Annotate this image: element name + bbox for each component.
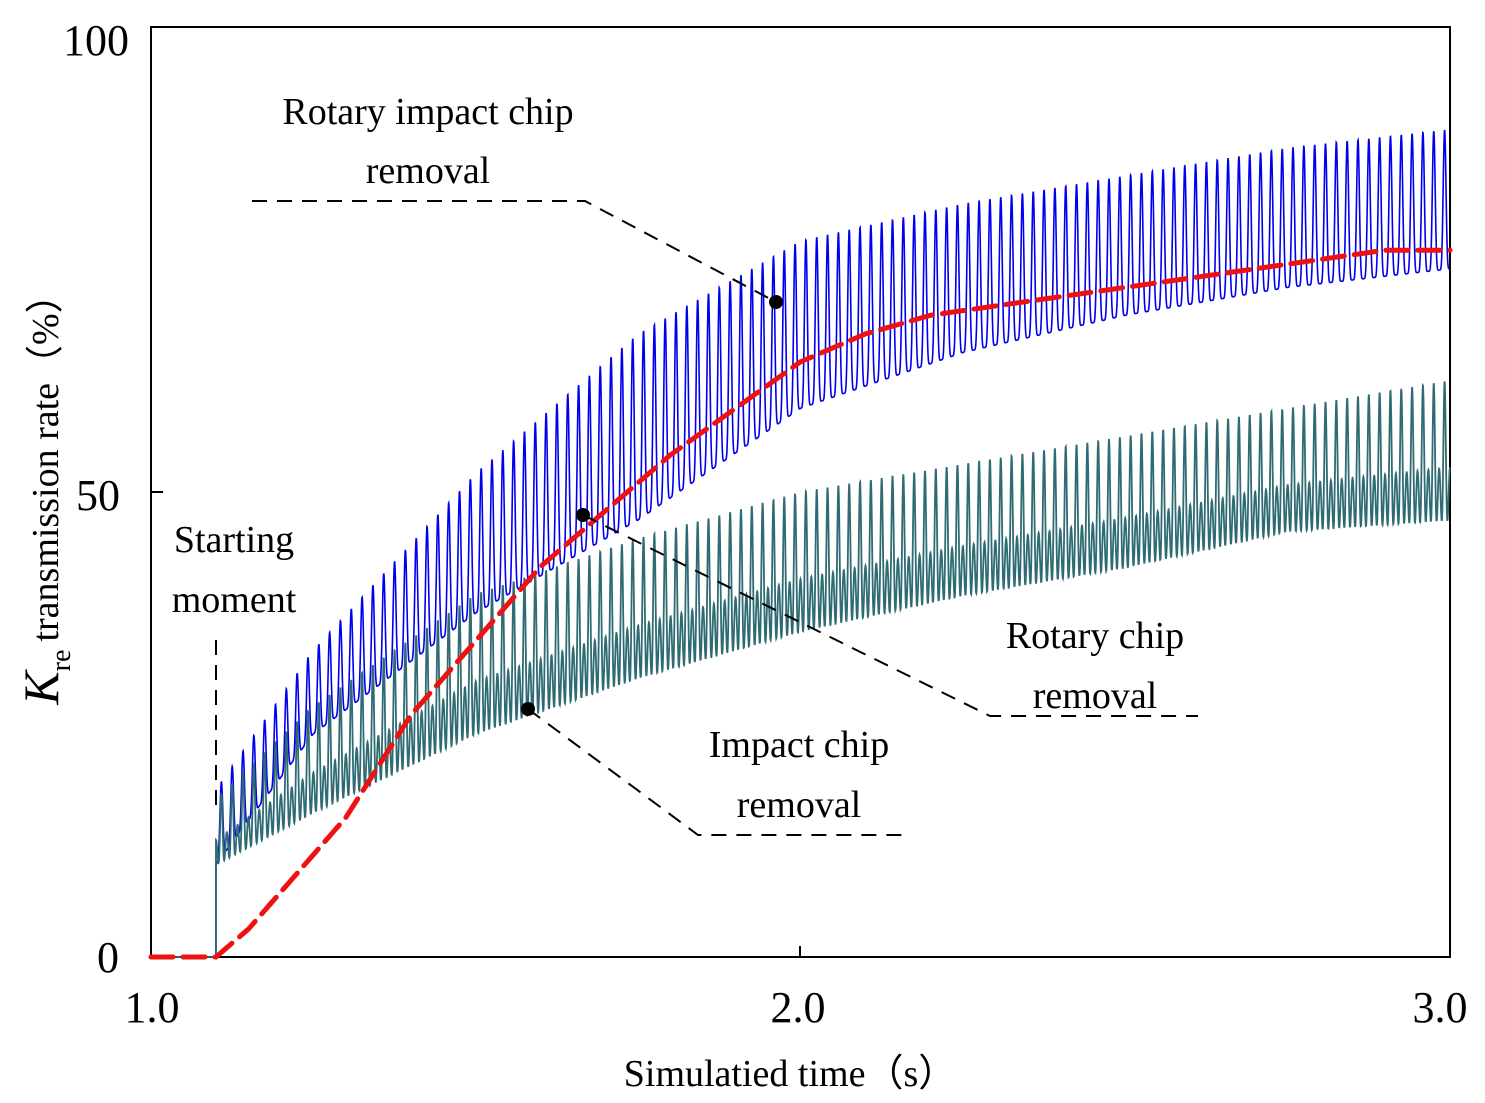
y-tick-labels: 0 50 100 (63, 16, 129, 982)
series-layer (148, 129, 1453, 960)
annotation-markers (521, 295, 783, 716)
annotation-rotary-line1: Rotary chip (1006, 615, 1184, 657)
x-tick-label-2: 2.0 (771, 983, 826, 1032)
series-line-rotary-impact (151, 129, 1451, 958)
annotation-rotary-impact-line2: removal (366, 150, 491, 192)
x-tick-label-3: 3.0 (1413, 983, 1468, 1032)
annotation-start-line1: Starting (174, 519, 294, 561)
marker-rotary (576, 508, 590, 522)
leader-rotary (582, 514, 1198, 717)
series-line-impact (151, 381, 1451, 958)
annotation-texts: Rotary impact chip removal Rotary chip r… (172, 91, 1184, 826)
marker-rotary-impact (769, 295, 783, 309)
y-axis-label-subscript: re (46, 650, 77, 672)
x-axis-label: Simulatied time（s） (624, 1053, 956, 1095)
annotation-impact-line1: Impact chip (709, 724, 889, 766)
y-tick-label-0: 0 (97, 933, 119, 982)
annotation-start-line2: moment (172, 579, 297, 621)
y-axis-label-symbol: K (13, 669, 69, 706)
annotation-impact-line2: removal (737, 784, 862, 826)
y-tick-label-50: 50 (76, 471, 120, 520)
y-tick-label-100: 100 (63, 16, 129, 65)
annotation-rotary-impact-line1: Rotary impact chip (282, 91, 573, 133)
x-tick-labels: 1.0 2.0 3.0 (125, 983, 1468, 1032)
y-axis-label-text: transmission rate（%） (25, 275, 67, 641)
leader-impact (527, 708, 905, 836)
series-line-rotary (148, 247, 1453, 960)
x-tick-label-1: 1.0 (125, 983, 180, 1032)
tick-marks (151, 26, 801, 957)
annotation-rotary-line2: removal (1033, 675, 1158, 717)
y-axis-label: Kre transmission rate（%） (13, 275, 77, 705)
annotation-leaders (215, 200, 1198, 836)
marker-impact (521, 702, 535, 716)
leader-rotary-impact (252, 200, 777, 303)
